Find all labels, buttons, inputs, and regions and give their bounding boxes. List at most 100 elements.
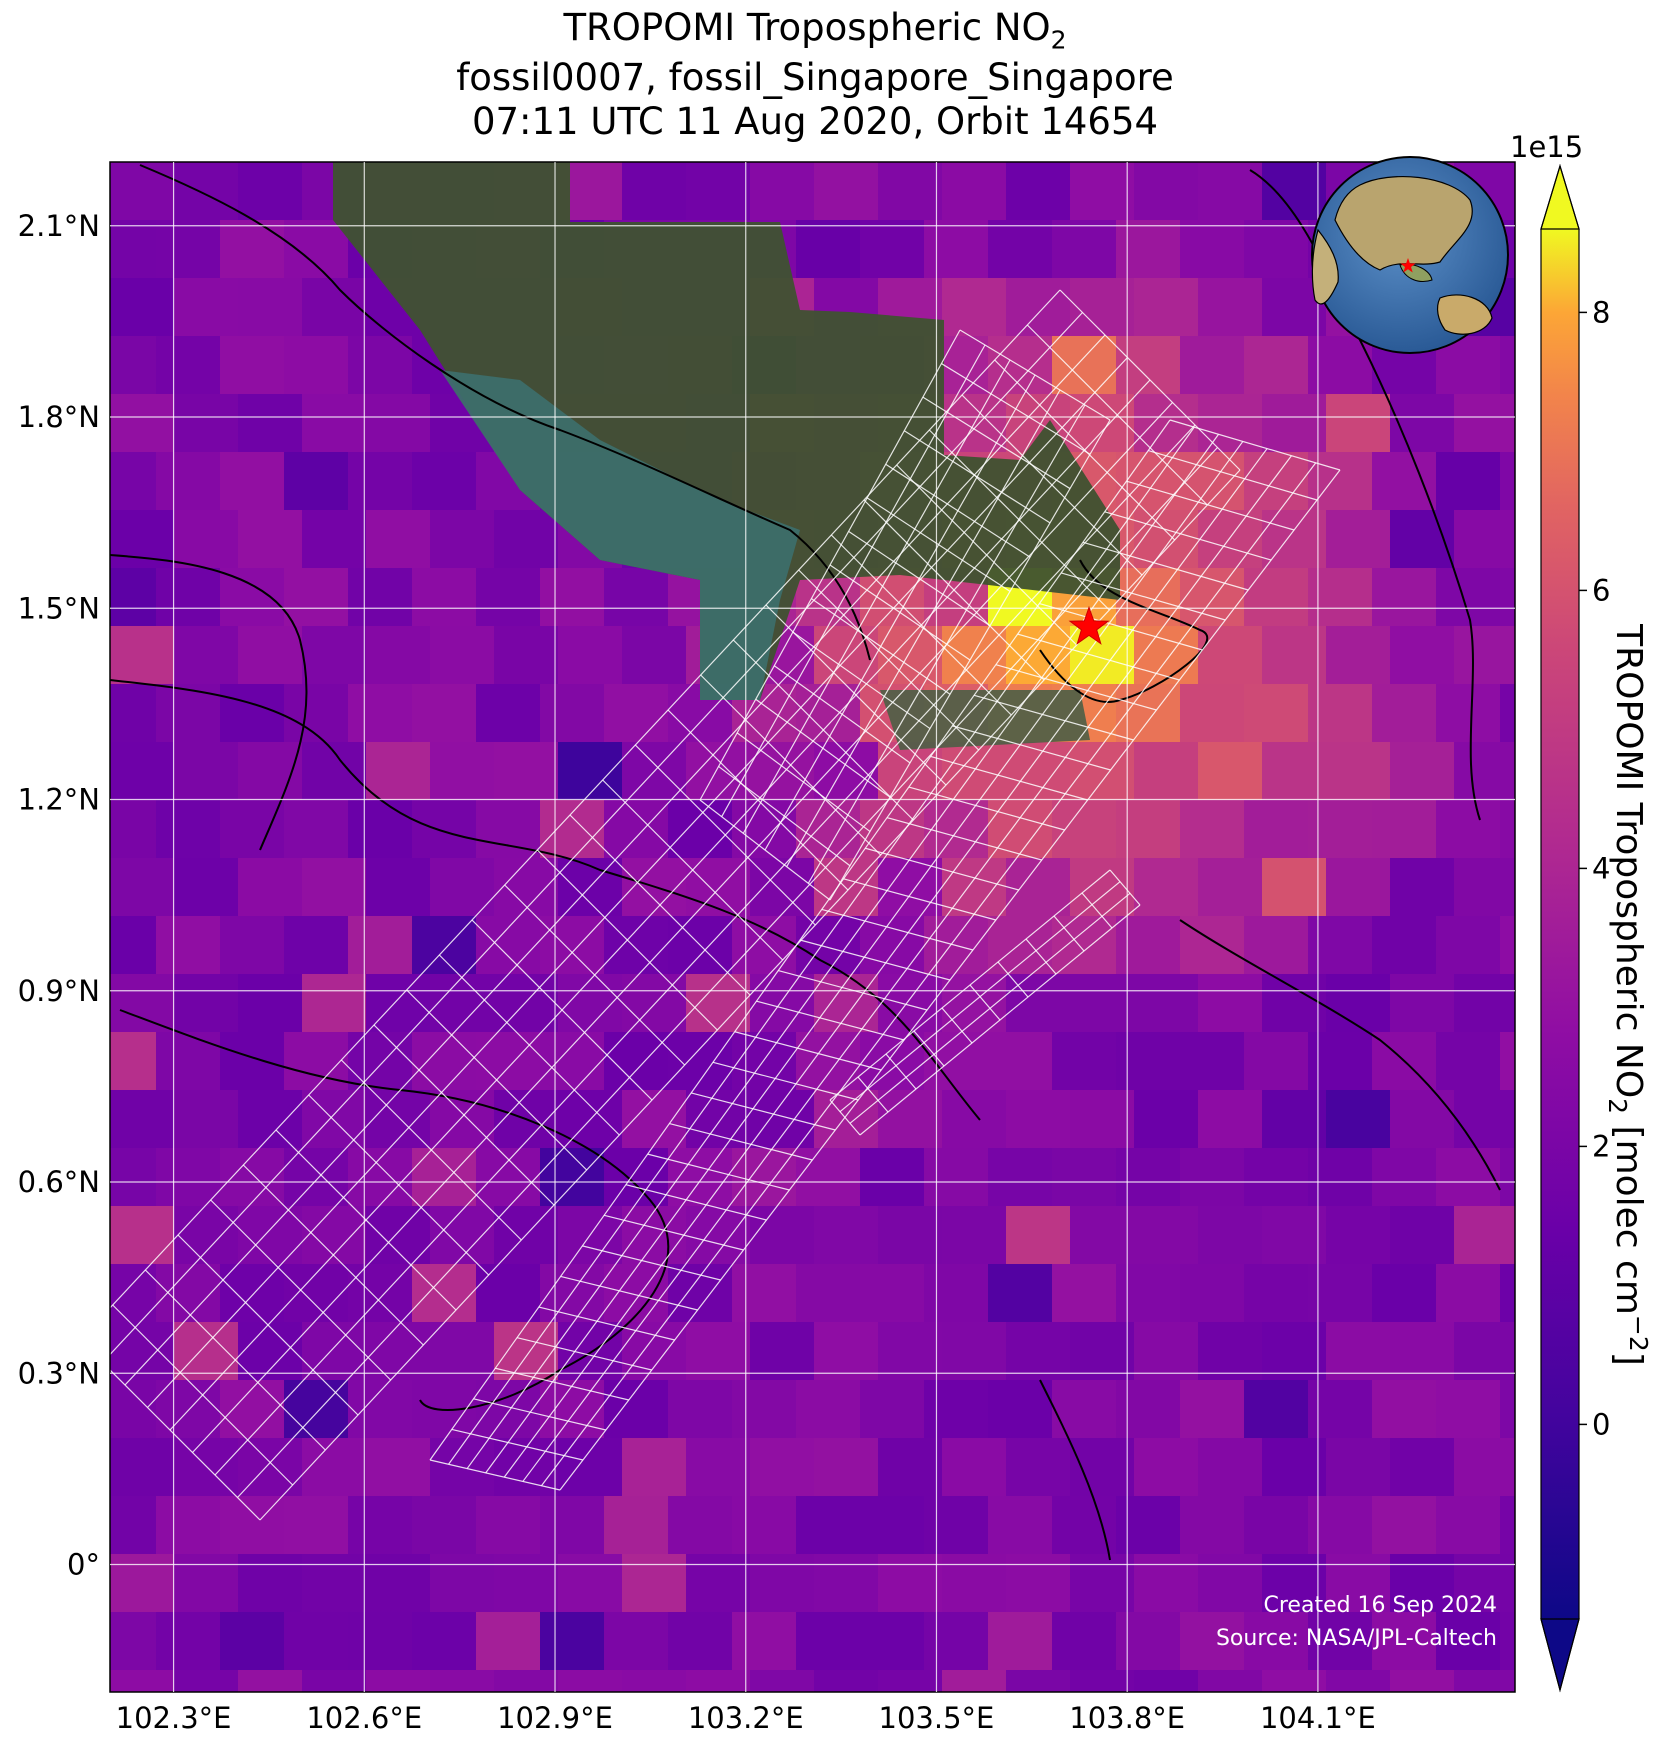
no2-pixel-465 — [430, 1322, 495, 1381]
no2-pixel-376 — [622, 1090, 687, 1149]
swath-1-cross-8 — [995, 664, 1157, 711]
no2-pixel-184 — [110, 626, 175, 685]
swath-1-cross-29 — [538, 1306, 675, 1341]
lon-tick-2: 102.9°E — [497, 1701, 613, 1735]
no2-pixel-592 — [1180, 1612, 1245, 1671]
no2-pixel-109 — [1198, 394, 1263, 453]
no2-pixel-144 — [494, 510, 559, 569]
swath-1-cross-4 — [1082, 541, 1249, 591]
no2-pixel-135 — [1372, 452, 1437, 511]
no2-pixel-87 — [1244, 336, 1309, 395]
no2-pixel-141 — [302, 510, 367, 569]
footprint-grid-overlay — [110, 289, 1341, 1521]
no2-pixel-489 — [476, 1380, 541, 1439]
no2-pixel-272 — [1308, 800, 1373, 859]
cb-tick-4: 0 — [1592, 1407, 1610, 1441]
no2-pixel-251 — [1454, 742, 1515, 801]
no2-pixel-557 — [430, 1554, 495, 1613]
swath-3-cross-9 — [857, 1076, 889, 1113]
no2-pixel-405 — [988, 1148, 1053, 1207]
swath-2-along-3 — [764, 374, 1036, 851]
no2-pixel-608 — [750, 1670, 815, 1692]
no2-pixel-213 — [476, 684, 541, 743]
lon-tick-1: 102.6°E — [306, 1701, 422, 1735]
no2-pixel-224 — [1180, 684, 1245, 743]
no2-pixel-534 — [412, 1496, 477, 1555]
swath-1-cross-22 — [691, 1092, 836, 1131]
no2-pixel-384 — [1134, 1090, 1199, 1149]
no2-pixel-84 — [1052, 336, 1117, 395]
no2-pixel-540 — [796, 1496, 861, 1555]
no2-pixel-433 — [1326, 1206, 1391, 1265]
no2-pixel-468 — [622, 1322, 687, 1381]
no2-pixel-539 — [732, 1496, 797, 1555]
no2-pixel-641 — [1372, 1728, 1437, 1752]
no2-pixel-362 — [1180, 1032, 1245, 1091]
no2-pixel-38 — [1052, 220, 1117, 279]
no2-pixel-276 — [110, 858, 175, 917]
no2-pixel-246 — [1134, 742, 1199, 801]
no2-pixel-567 — [1070, 1554, 1135, 1613]
globe-land-asia — [1334, 176, 1473, 271]
no2-pixel-34 — [796, 220, 861, 279]
cb-tick-2: 4 — [1592, 851, 1610, 885]
no2-pixel-118 — [284, 452, 349, 511]
no2-pixel-578 — [284, 1612, 349, 1671]
no2-pixel-537 — [604, 1496, 669, 1555]
no2-pixel-165 — [348, 568, 413, 627]
no2-pixel-306 — [540, 916, 605, 975]
no2-pixel-367 — [1500, 1032, 1515, 1091]
no2-pixel-39 — [1116, 220, 1181, 279]
no2-pixel-235 — [430, 742, 495, 801]
no2-pixel-111 — [1326, 394, 1391, 453]
swath-1-cross-34 — [429, 1459, 561, 1491]
no2-pixel-514 — [622, 1438, 687, 1497]
no2-pixel-218 — [796, 684, 861, 743]
no2-pixel-210 — [284, 684, 349, 743]
swath-1-along-3 — [485, 441, 1244, 1474]
no2-pixel-632 — [796, 1728, 861, 1752]
swath-1-cross-15 — [843, 878, 997, 921]
no2-pixel-498 — [1052, 1380, 1117, 1439]
no2-pixel-346 — [156, 1032, 221, 1091]
no2-pixel-363 — [1244, 1032, 1309, 1091]
no2-pixel-565 — [942, 1554, 1007, 1613]
globe-land-west — [1311, 228, 1339, 305]
no2-pixel-254 — [156, 800, 221, 859]
no2-pixel-607 — [686, 1670, 751, 1692]
no2-pixel-41 — [1244, 220, 1309, 279]
swath-1-cross-2 — [1126, 480, 1295, 531]
no2-pixel-185 — [174, 626, 239, 685]
no2-pixel-63 — [1198, 278, 1263, 337]
no2-pixel-438 — [156, 1264, 221, 1323]
no2-pixel-493 — [732, 1380, 797, 1439]
no2-pixel-270 — [1180, 800, 1245, 859]
no2-pixel-209 — [220, 684, 285, 743]
no2-pixel-519 — [942, 1438, 1007, 1497]
no2-pixel-113 — [1454, 394, 1515, 453]
no2-pixel-552 — [110, 1554, 175, 1613]
no2-pixel-601 — [302, 1670, 367, 1692]
no2-pixel-283 — [558, 858, 623, 917]
no2-pixel-409 — [1244, 1148, 1309, 1207]
no2-pixel-424 — [750, 1206, 815, 1265]
lon-tick-3: 103.2°E — [688, 1701, 804, 1735]
no2-pixel-491 — [604, 1380, 669, 1439]
no2-pixel-638 — [1180, 1728, 1245, 1752]
no2-pixel-591 — [1116, 1612, 1181, 1671]
no2-pixel-434 — [1390, 1206, 1455, 1265]
no2-pixel-110 — [1262, 394, 1327, 453]
no2-pixel-471 — [814, 1322, 879, 1381]
no2-pixel-435 — [1454, 1206, 1515, 1265]
no2-pixel-388 — [1390, 1090, 1455, 1149]
no2-pixel-393 — [220, 1148, 285, 1207]
swath-1-cross-16 — [821, 908, 974, 951]
no2-pixel-37 — [988, 220, 1053, 279]
no2-pixel-61 — [1070, 278, 1135, 337]
no2-pixel-108 — [1134, 394, 1199, 453]
no2-pixel-421 — [558, 1206, 623, 1265]
no2-pixel-476 — [1134, 1322, 1199, 1381]
no2-pixel-541 — [860, 1496, 925, 1555]
no2-pixel-605 — [558, 1670, 623, 1692]
no2-pixel-233 — [302, 742, 367, 801]
